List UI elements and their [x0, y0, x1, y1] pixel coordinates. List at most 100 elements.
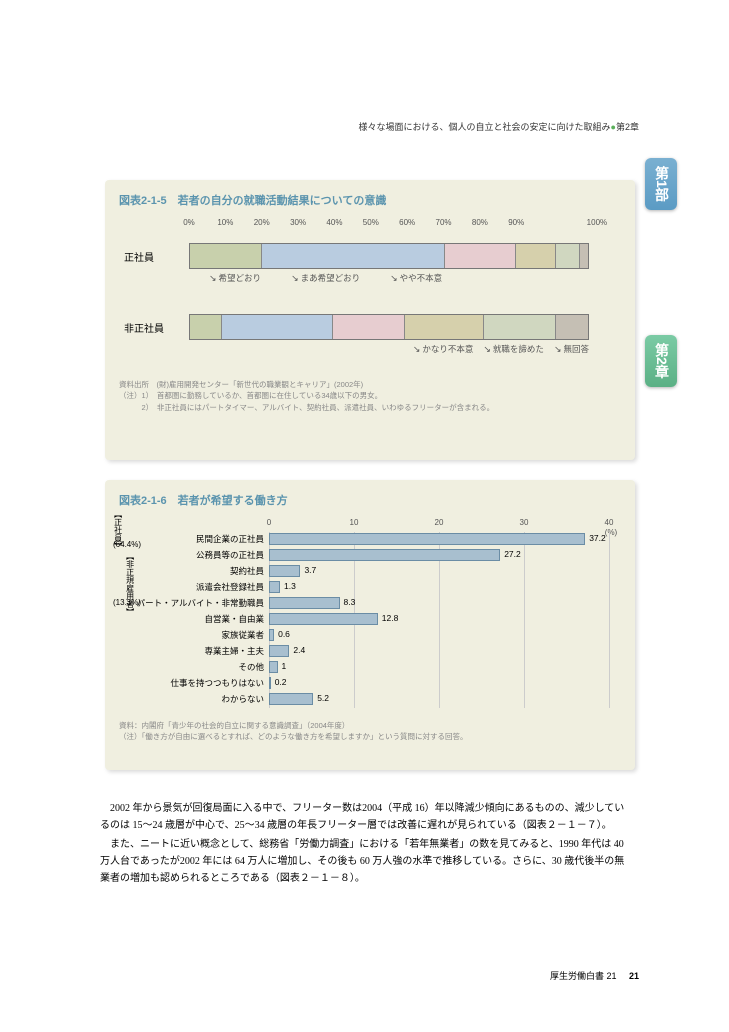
- hbar-value: 0.6: [278, 629, 290, 639]
- chart2-title: 図表2-1-6 若者が希望する働き方: [119, 492, 621, 508]
- hbar-row: 公務員等の正社員27.2: [269, 548, 609, 563]
- hbar-row: 派遣会社登録社員1.3: [269, 580, 609, 595]
- hbar-bar: [269, 549, 500, 561]
- axis-tick: 0: [267, 518, 271, 527]
- stacked-row-1: 正社員 ↘希望どおり↘まあ希望どおり↘やや不本意: [189, 243, 589, 284]
- chart2-footnote: 資料：内閣府「青少年の社会的自立に関する意識調査」（2004年度） （注）「働き…: [119, 720, 621, 743]
- hbar-value: 5.2: [317, 693, 329, 703]
- bar-segment: [190, 315, 222, 339]
- hbar-value: 0.2: [275, 677, 287, 687]
- axis-tick: 50%: [353, 218, 389, 227]
- hbar-value: 3.7: [304, 565, 316, 575]
- hbar-label: 仕事を持つつもりはない: [119, 677, 264, 689]
- hbar-bar: [269, 661, 278, 673]
- bar-segment: [333, 315, 405, 339]
- chart1-fn3: 2） 非正社員にはパートタイマー、アルバイト、契約社員、派遣社員、いわゆるフリー…: [119, 402, 621, 413]
- bar-segment: [556, 244, 580, 268]
- hbar-row: 専業主婦・主夫2.4: [269, 644, 609, 659]
- hbar-value: 37.2: [589, 533, 606, 543]
- legend-item: ↘無回答: [554, 343, 589, 355]
- axis-tick: 20: [435, 518, 444, 527]
- bar-segment: [222, 315, 333, 339]
- gridline: [609, 532, 610, 708]
- axis-tick: 60%: [389, 218, 425, 227]
- chart2-bars: 民間企業の正社員37.2公務員等の正社員27.2契約社員3.7派遣会社登録社員1…: [269, 532, 609, 708]
- hbar-label: 契約社員: [119, 565, 264, 577]
- bar-segment: [556, 315, 588, 339]
- hbar-bar: [269, 693, 313, 705]
- axis-tick: 20%: [244, 218, 280, 227]
- chart1-footnote: 資料出所 (財)雇用開発センター「新世代の職業観とキャリア」(2002年) （注…: [119, 379, 621, 413]
- bar-segment: [580, 244, 588, 268]
- hbar-bar: [269, 645, 289, 657]
- hbar-row: 民間企業の正社員37.2: [269, 532, 609, 547]
- axis-tick: 10%: [207, 218, 243, 227]
- legend-item: ↘やや不本意: [390, 272, 442, 284]
- legend-item: ↘まあ希望どおり: [291, 272, 360, 284]
- breadcrumb-suffix: 第2章: [616, 122, 639, 132]
- hbar-bar: [269, 677, 271, 689]
- footer-page: 21: [629, 971, 639, 981]
- axis-tick: 0%: [171, 218, 207, 227]
- footer-book: 厚生労働白書 21: [550, 971, 617, 981]
- chart1-legend-bottom: ↘かなり不本意 ↘就職を諦めた ↘無回答: [189, 343, 589, 355]
- hbar-bar: [269, 565, 300, 577]
- hbar-bar: [269, 613, 378, 625]
- bar-segment: [190, 244, 262, 268]
- hbar-label: 派遣会社登録社員: [119, 581, 264, 593]
- hbar-label: 民間企業の正社員: [119, 533, 264, 545]
- tab-label-2: 第2章: [654, 343, 670, 379]
- hbar-value: 8.3: [344, 597, 356, 607]
- chart1-legend-top: ↘希望どおり ↘まあ希望どおり ↘やや不本意: [209, 272, 589, 284]
- bar-segment: [405, 315, 485, 339]
- hbar-value: 12.8: [382, 613, 399, 623]
- hbar-value: 27.2: [504, 549, 521, 559]
- hbar-label: 家族従業者: [119, 629, 264, 641]
- body-p1: 2002 年から景気が回復局面に入る中で、フリーター数は2004（平成 16）年…: [100, 800, 630, 834]
- axis-tick: 30: [520, 518, 529, 527]
- chart-panel-1: 図表2-1-5 若者の自分の就職活動結果についての意識 0%10%20%30%4…: [105, 180, 635, 460]
- hbar-label: わからない: [119, 693, 264, 705]
- hbar-value: 2.4: [293, 645, 305, 655]
- hbar-bar: [269, 597, 340, 609]
- hbar-bar: [269, 629, 274, 641]
- breadcrumb-text: 様々な場面における、個人の自立と社会の安定に向けた取組み: [359, 122, 611, 132]
- stacked-bar-1: [189, 243, 589, 269]
- legend-item: ↘希望どおり: [209, 272, 261, 284]
- hbar-row: 自営業・自由業12.8: [269, 612, 609, 627]
- row1-label: 正社員: [124, 249, 154, 264]
- hbar-row: その他1: [269, 660, 609, 675]
- bar-segment: [516, 244, 556, 268]
- hbar-bar: [269, 581, 280, 593]
- tab-label-1: 第1部: [654, 166, 670, 202]
- hbar-row: パート・アルバイト・非常勤職員8.3: [269, 596, 609, 611]
- body-text: 2002 年から景気が回復局面に入る中で、フリーター数は2004（平成 16）年…: [100, 800, 630, 889]
- hbar-label: 専業主婦・主夫: [119, 645, 264, 657]
- hbar-row: 契約社員3.7: [269, 564, 609, 579]
- hbar-chart: 010203040(%) 民間企業の正社員37.2公務員等の正社員27.2契約社…: [269, 518, 609, 708]
- hbar-bar: [269, 533, 585, 545]
- hbar-label: その他: [119, 661, 264, 673]
- stacked-row-2: 非正社員 ↘かなり不本意↘就職を諦めた↘無回答: [189, 314, 589, 355]
- chart-panel-2: 図表2-1-6 若者が希望する働き方 【正社員】 (64.4%) 【非正規雇用者…: [105, 480, 635, 770]
- page: 様々な場面における、個人の自立と社会の安定に向けた取組み●第2章 第1部 第2章…: [0, 0, 729, 1032]
- axis-tick: 30%: [280, 218, 316, 227]
- bar-segment: [484, 315, 556, 339]
- chart1-fn2: （注）1） 首都圏に勤務しているか、首都圏に在住している34歳以下の男女。: [119, 390, 621, 401]
- axis-tick: 40: [605, 518, 614, 527]
- side-tab-part1: 第1部: [645, 158, 677, 210]
- breadcrumb: 様々な場面における、個人の自立と社会の安定に向けた取組み●第2章: [359, 120, 639, 133]
- chart2-axis: 010203040(%): [269, 518, 609, 532]
- axis-tick: 40%: [316, 218, 352, 227]
- legend-item: ↘就職を諦めた: [483, 343, 544, 355]
- hbar-value: 1.3: [284, 581, 296, 591]
- bar-segment: [445, 244, 517, 268]
- axis-tick: 100%: [571, 218, 607, 227]
- legend-item: ↘かなり不本意: [413, 343, 474, 355]
- chart2-fn2: （注）「働き方が自由に選べるとすれば、どのような働き方を希望しますか」という質問…: [119, 731, 621, 742]
- bar-segment: [262, 244, 445, 268]
- hbar-row: 仕事を持つつもりはない0.2: [269, 676, 609, 691]
- hbar-label: 自営業・自由業: [119, 613, 264, 625]
- chart1-title: 図表2-1-5 若者の自分の就職活動結果についての意識: [119, 192, 621, 208]
- chart1-axis: 0%10%20%30%40%50%60%70%80%90%100%: [189, 218, 589, 227]
